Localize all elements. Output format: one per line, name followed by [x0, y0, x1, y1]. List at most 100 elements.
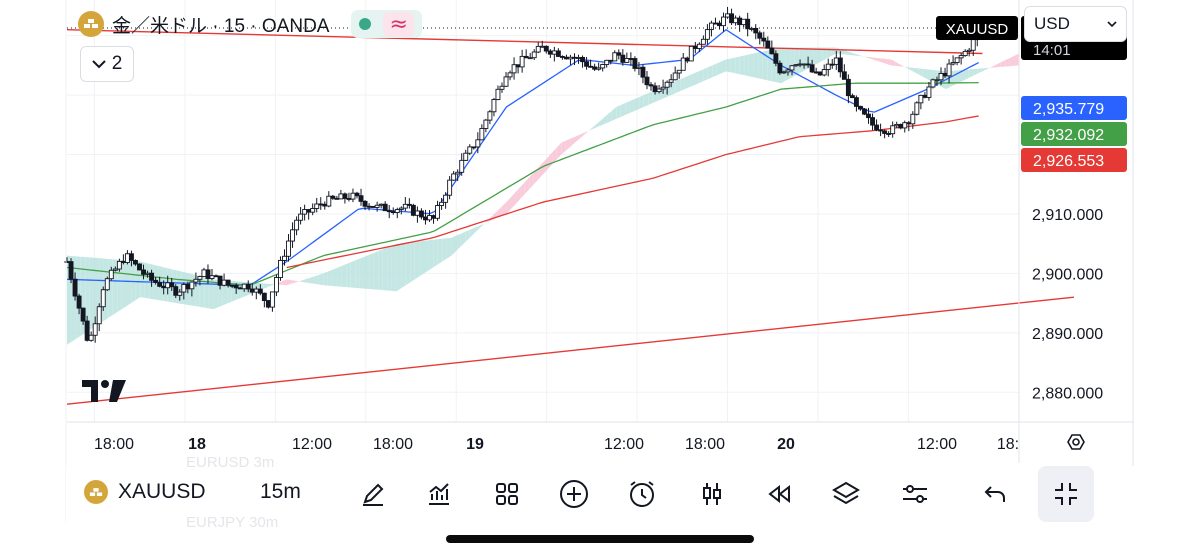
symbol-button[interactable]: XAUUSD — [84, 480, 206, 504]
candle-body — [128, 253, 134, 261]
cloud-segment-bull — [964, 69, 969, 81]
cloud-segment-bull — [135, 261, 141, 301]
candle-body — [273, 277, 279, 293]
candle-body — [555, 50, 561, 57]
axis-settings-shape — [1067, 434, 1085, 450]
time-tick-label: 18:00 — [685, 436, 725, 453]
cloud-segment-bull — [346, 262, 351, 288]
cloud-segment-bull — [845, 50, 850, 55]
cloud-segment-bull — [359, 256, 365, 289]
candle-body — [124, 253, 130, 263]
candle-body — [813, 71, 819, 74]
candle-body — [398, 207, 404, 210]
cloud-segment-bull — [698, 69, 704, 84]
candle-body — [249, 288, 255, 293]
cloud-segment-bull — [341, 264, 347, 288]
cloud-segment-bull — [469, 227, 475, 238]
cloud-segment-bull — [126, 260, 132, 307]
layers-icon[interactable] — [829, 477, 863, 511]
candle-body — [596, 67, 602, 70]
plus-circle-icon[interactable] — [557, 477, 591, 511]
cloud-segment-bull — [446, 237, 452, 259]
candle-body — [688, 45, 694, 62]
cloud-segment-bull — [327, 269, 333, 287]
candle-body — [394, 209, 400, 213]
cloud-segment-bull — [758, 51, 763, 80]
candle-body — [467, 146, 473, 154]
status-badges[interactable]: ≈ — [351, 10, 422, 38]
candle-body — [946, 63, 952, 77]
cloud-segment-bull — [629, 99, 635, 113]
candle-body — [435, 205, 440, 219]
symbol-label: XAUUSD — [118, 480, 206, 503]
candle-body — [874, 124, 880, 131]
undo-icon[interactable] — [978, 477, 1012, 511]
cloud-segment-bull — [602, 114, 608, 125]
cloud-segment-bull — [904, 66, 910, 70]
settings-icon[interactable] — [898, 477, 932, 511]
candle-body — [197, 276, 203, 280]
grid-icon[interactable] — [490, 477, 524, 511]
cloud-segment-bear — [867, 56, 873, 60]
candle-body — [942, 73, 948, 77]
candle-body — [761, 37, 767, 42]
time-tick-label: 18:00 — [94, 436, 134, 453]
cloud-segment-bear — [501, 202, 507, 216]
moving-average-line — [66, 82, 979, 286]
chevron-down-icon — [91, 60, 106, 69]
candle-body — [507, 72, 513, 78]
currency-select[interactable]: USD — [1024, 6, 1127, 42]
candle-body — [906, 122, 912, 125]
cloud-segment-bull — [378, 249, 383, 291]
candle-body — [108, 269, 114, 280]
cloud-segment-bear — [890, 59, 896, 66]
candle-body — [797, 63, 803, 66]
candle-body — [354, 192, 360, 197]
cloud-segment-bull — [355, 258, 360, 289]
interval-multiplier-button[interactable]: 2 — [80, 46, 134, 82]
cloud-segment-bull — [607, 110, 612, 123]
cloud-segment-bull — [973, 68, 978, 76]
candle-body — [866, 113, 871, 119]
candle-body — [547, 50, 553, 55]
candles-icon[interactable] — [695, 477, 729, 511]
cloud-segment-bear — [547, 152, 553, 170]
time-tick-label: 19 — [466, 436, 484, 453]
symbol-title[interactable]: 金／米ドル · 15 · OANDA — [112, 15, 330, 37]
candle-body — [809, 64, 815, 73]
cloud-segment-bull — [977, 68, 983, 74]
cloud-segment-bear — [282, 279, 287, 286]
time-tick-label: 12:00 — [292, 436, 332, 453]
cloud-segment-bull — [314, 274, 319, 285]
cloud-segment-bull — [753, 52, 759, 79]
candle-body — [503, 76, 509, 87]
candle-body — [402, 203, 408, 209]
candle-body — [572, 56, 577, 59]
alarm-icon[interactable] — [625, 477, 659, 511]
candle-body — [729, 13, 735, 24]
candle-body — [221, 279, 227, 286]
interval-button[interactable]: 15m — [260, 480, 301, 503]
cloud-segment-bear — [556, 142, 562, 160]
cloud-segment-bull — [986, 66, 992, 70]
candle-body — [519, 55, 525, 68]
pen-icon[interactable] — [356, 477, 390, 511]
cloud-segment-bull — [428, 239, 434, 271]
cloud-segment-bull — [121, 260, 127, 310]
candle-body — [193, 278, 199, 283]
indicators-icon[interactable] — [422, 477, 456, 511]
cloud-segment-bull — [831, 47, 836, 56]
replay-icon[interactable] — [762, 477, 796, 511]
collapse-icon[interactable] — [1038, 466, 1094, 522]
candle-body — [785, 69, 791, 73]
candle-body — [455, 171, 461, 175]
candle-body — [568, 56, 573, 60]
cloud-segment-bull — [373, 251, 379, 290]
cloud-segment-bull — [300, 279, 305, 283]
candle-body — [133, 260, 138, 265]
candle-body — [205, 269, 211, 279]
candle-body — [290, 229, 296, 242]
candle-body — [902, 122, 908, 129]
cloud-segment-bull — [716, 61, 722, 76]
candle-body — [894, 123, 900, 127]
